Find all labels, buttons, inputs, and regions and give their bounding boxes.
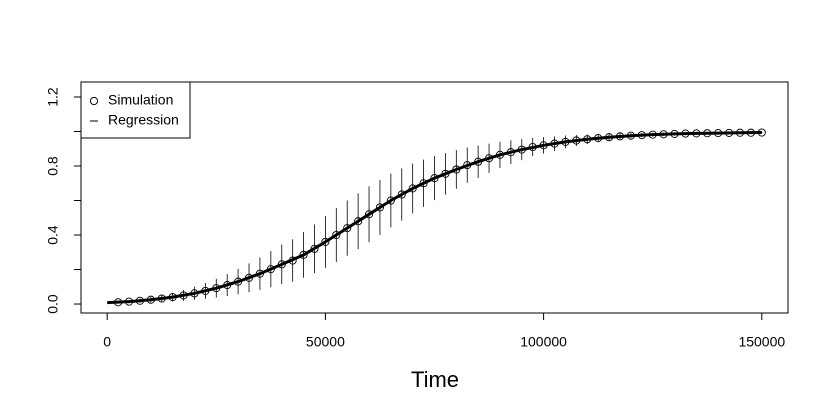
data-point: [364, 210, 374, 219]
regression-line: [107, 131, 762, 305]
legend-label: Simulation: [108, 92, 173, 108]
y-tick-label: 0.0: [45, 294, 61, 314]
x-tick-label: 100000: [520, 334, 567, 350]
data-point: [332, 230, 341, 240]
legend-label: Regression: [108, 112, 179, 128]
x-axis-label: Time: [411, 367, 459, 392]
data-point: [386, 196, 395, 205]
x-tick-label: 50000: [306, 334, 345, 350]
x-tick-label: 0: [103, 334, 111, 350]
data-point: [397, 190, 406, 199]
data-point: [354, 217, 363, 226]
y-tick-label: 0.8: [45, 156, 61, 176]
x-tick-label: 150000: [738, 334, 785, 350]
y-tick-label: 1.2: [45, 87, 61, 107]
y-tick-label: 0.4: [45, 225, 61, 245]
plot-frame: [80, 81, 789, 314]
data-point: [408, 184, 417, 193]
data-point: [375, 203, 384, 212]
data-point: [419, 179, 428, 188]
legend-box: [80, 81, 191, 139]
data-point: [321, 237, 330, 246]
legend-symbol: [89, 96, 99, 106]
data-point: [343, 224, 352, 233]
